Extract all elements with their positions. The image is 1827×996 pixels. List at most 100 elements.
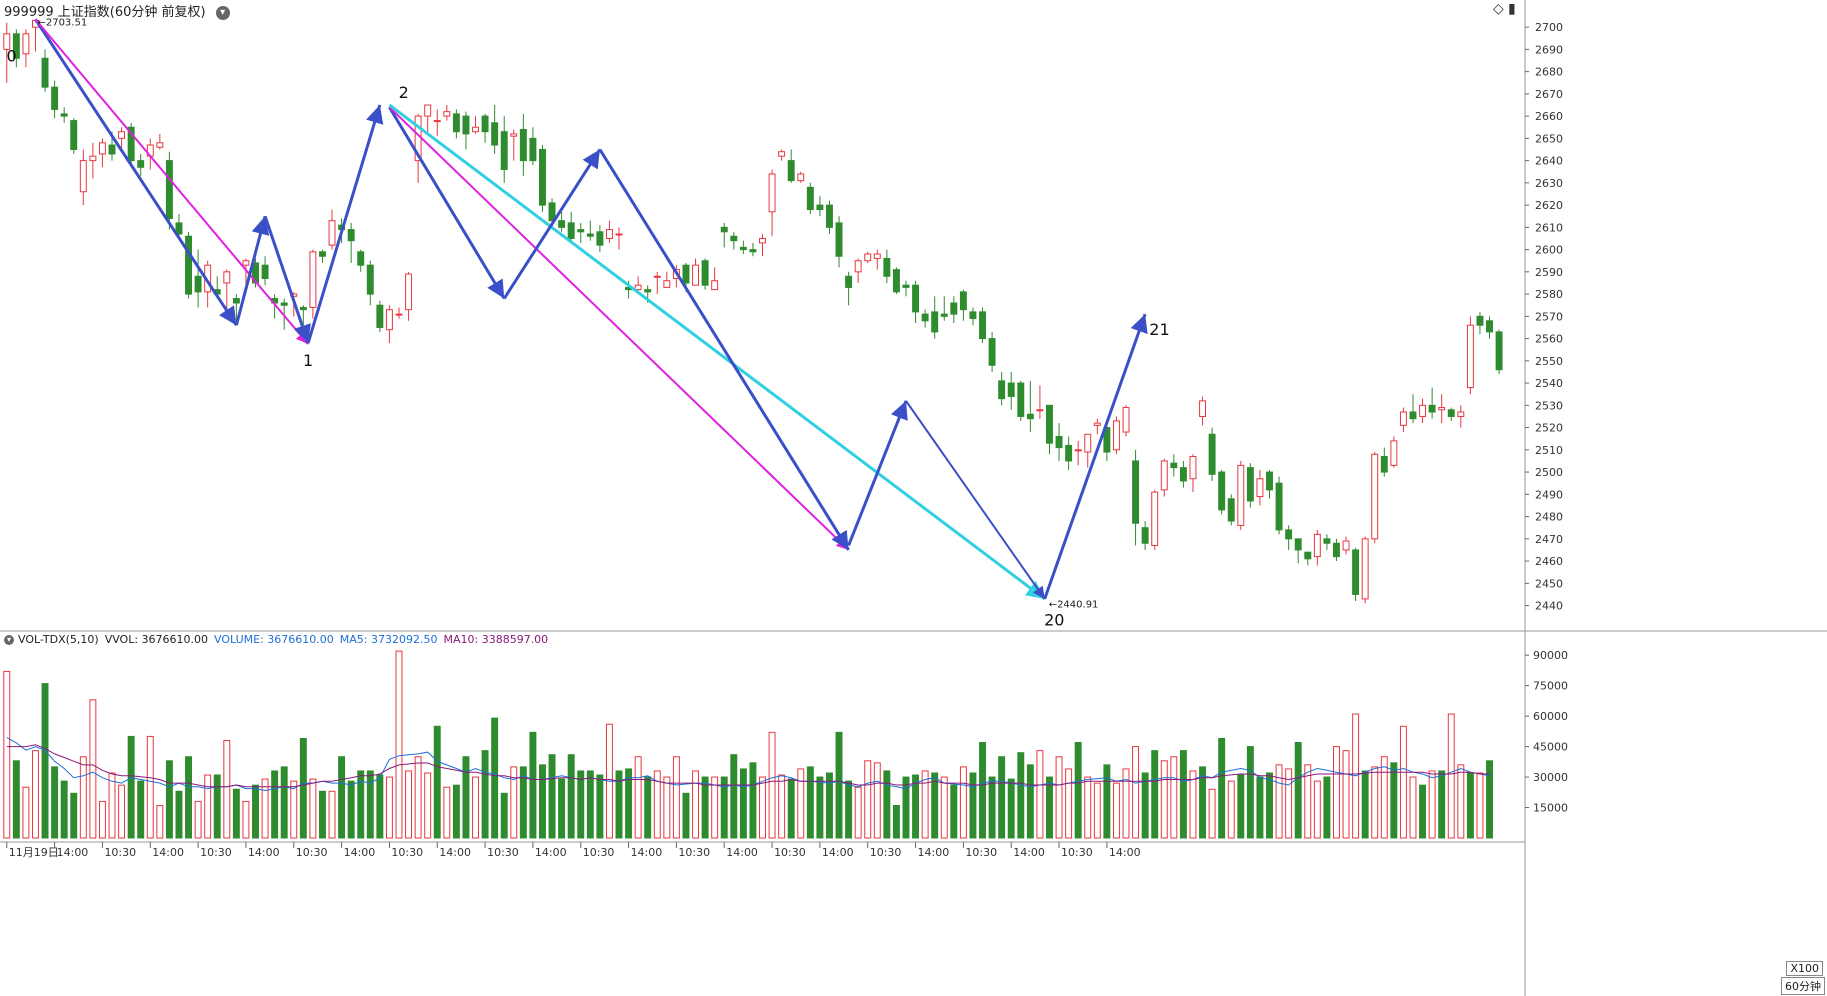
price-tick-label: 2510 <box>1535 444 1563 457</box>
time-tick-label: 14:00 <box>344 846 376 859</box>
price-tick-label: 2690 <box>1535 43 1563 56</box>
candle-body <box>472 126 479 133</box>
volume-bar <box>414 756 422 839</box>
candle-body <box>711 280 719 291</box>
price-tick-label: 2500 <box>1535 466 1563 479</box>
volume-bar <box>1246 746 1254 839</box>
price-tick-label: 2620 <box>1535 199 1563 212</box>
candle-body <box>261 264 269 280</box>
candle-body <box>89 155 97 162</box>
volume-bar <box>213 774 221 839</box>
candle-body <box>452 113 460 133</box>
window-menu-icon[interactable]: ▮ <box>1508 1 1516 17</box>
volume-bar <box>194 800 202 839</box>
candle-body <box>835 222 843 257</box>
volume-bar <box>1132 746 1140 839</box>
volume-bar <box>854 786 862 839</box>
candle-body <box>22 33 30 55</box>
candle-body <box>79 160 87 193</box>
volume-bar <box>1227 780 1235 839</box>
time-tick-label: 10:30 <box>965 846 997 859</box>
volume-bar <box>835 731 843 839</box>
volume-bar <box>118 784 126 839</box>
volume-bar <box>711 776 719 839</box>
candle-body <box>959 291 967 311</box>
time-tick-label: 10:30 <box>774 846 806 859</box>
volume-bar <box>873 762 881 839</box>
time-tick-label: 10:30 <box>870 846 902 859</box>
candle-body <box>663 280 671 288</box>
candle-body <box>778 151 786 157</box>
volume-bar <box>261 778 269 839</box>
volume-bar <box>816 776 824 839</box>
candle-body <box>682 264 690 284</box>
volume-bar <box>539 764 546 839</box>
volume-bar <box>912 774 920 839</box>
candle-body <box>1170 462 1178 469</box>
timeframe-selector[interactable]: 60分钟 <box>1781 977 1825 995</box>
candle-body <box>567 222 575 239</box>
candle-body <box>3 33 11 50</box>
diamond-icon[interactable]: ◇ <box>1493 1 1504 17</box>
candle-body <box>921 313 929 322</box>
volume-bar <box>778 774 786 839</box>
price-tick-label: 2550 <box>1535 355 1563 368</box>
candle-body <box>1352 549 1360 595</box>
candle-body <box>1026 413 1034 420</box>
volume-bar <box>1170 756 1178 839</box>
candle-body <box>1466 324 1474 389</box>
candle-body <box>318 251 326 257</box>
candle-body <box>1151 491 1159 546</box>
chevron-down-icon[interactable]: ▾ <box>215 5 230 20</box>
volume-bar <box>1179 750 1187 839</box>
volume-bar <box>1438 770 1446 839</box>
candle-body <box>1246 467 1254 502</box>
volume-bar <box>223 739 231 839</box>
wave-line <box>502 148 602 300</box>
candle-body <box>1476 315 1484 326</box>
candle-body <box>1457 411 1465 417</box>
candle-body <box>1275 482 1283 531</box>
candle-body <box>1074 449 1082 452</box>
volume-bar <box>185 756 193 839</box>
candle-body <box>1447 409 1455 417</box>
candle-body <box>539 148 546 206</box>
volume-bar <box>89 699 97 839</box>
candle-body <box>366 264 374 295</box>
volume-bar <box>1256 776 1264 839</box>
candle-body <box>1409 411 1417 420</box>
volume-bar <box>3 670 11 839</box>
candle-body <box>1390 440 1398 466</box>
candle-body <box>1208 433 1216 475</box>
candle-body <box>615 233 623 236</box>
candle-body <box>1256 478 1264 498</box>
candle-body <box>988 338 996 366</box>
volume-bar <box>1026 764 1034 839</box>
time-tick-label: 14:00 <box>152 846 184 859</box>
candle-body <box>232 298 240 304</box>
candle-body <box>280 302 288 306</box>
volume-bar <box>309 778 317 839</box>
volume-bar <box>1160 760 1168 839</box>
wave-line <box>234 215 270 326</box>
volume-bar <box>1390 762 1398 839</box>
wave-line <box>847 400 908 547</box>
volume-bar <box>1476 772 1484 839</box>
volume-bar <box>1466 772 1474 839</box>
candle-body <box>768 173 776 213</box>
candle-body <box>816 204 824 211</box>
volume-bar <box>892 804 900 839</box>
time-tick-label: 14:00 <box>822 846 854 859</box>
volume-bar <box>405 770 413 839</box>
chevron-down-icon[interactable]: ▾ <box>4 635 14 645</box>
volume-bar <box>424 772 432 839</box>
volume-tick-label: 60000 <box>1533 710 1568 723</box>
candle-body <box>720 226 728 233</box>
zoom-label[interactable]: X100 <box>1786 961 1823 976</box>
ma5-line <box>6 736 1490 792</box>
volume-bar <box>500 792 508 839</box>
candle-body <box>108 144 116 155</box>
candle-body <box>1199 400 1207 417</box>
